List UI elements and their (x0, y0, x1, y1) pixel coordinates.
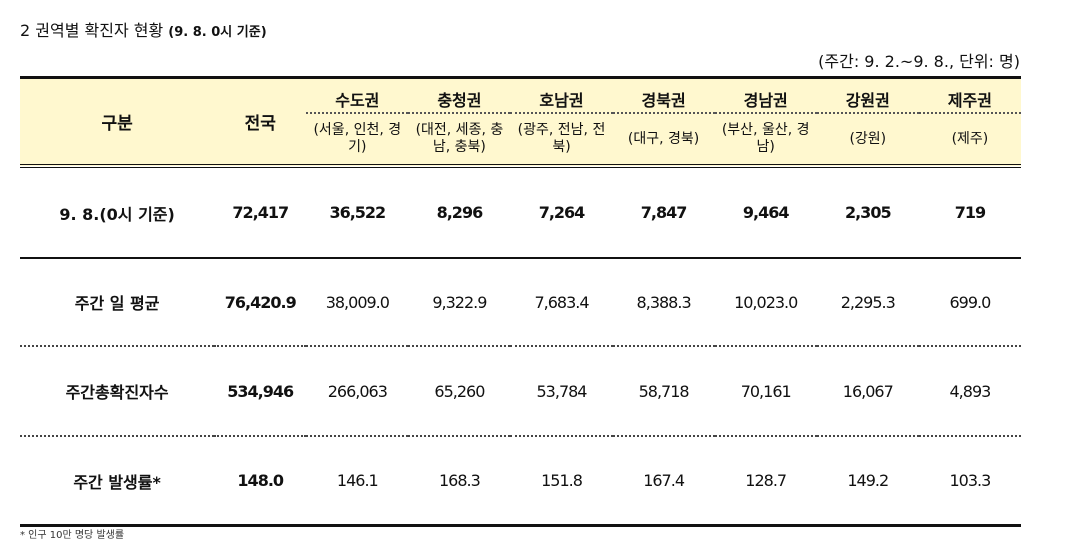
table-cell: 534,946 (214, 346, 307, 437)
table-row: 9. 8.(0시 기준) 72,417 36,522 8,296 7,264 7… (20, 166, 1021, 259)
unit-note: (주간: 9. 2.~9. 8., 단위: 명) (818, 52, 1020, 71)
table-cell: 4,893 (918, 346, 1021, 437)
header-sub-gyeongbuk: (대구, 경북) (627, 130, 700, 147)
table-cell: 167.4 (612, 436, 715, 527)
table-cell: 53,784 (510, 346, 613, 437)
table-cell: 36,522 (306, 166, 409, 259)
table-cell: 128.7 (714, 436, 817, 527)
section-title-text: 2 권역별 확진자 현황 (20, 21, 164, 40)
table-cell: 146.1 (306, 436, 409, 527)
header-sub-sudo: (서울, 인천, 경기) (313, 122, 402, 155)
section-title: 2 권역별 확진자 현황 (9. 8. 0시 기준) (20, 17, 267, 41)
row-label: 주간 발생률* (20, 436, 215, 527)
table-row: 주간 일 평균 76,420.9 38,009.0 9,322.9 7,683.… (20, 258, 1021, 347)
table-cell: 16,067 (816, 346, 919, 437)
header-region-honam: 호남권 (510, 77, 613, 114)
table-cell: 8,388.3 (612, 258, 715, 347)
header-sub-honam: (광주, 전남, 전북) (517, 122, 606, 155)
table-cell: 7,264 (510, 166, 613, 259)
table-cell: 148.0 (214, 436, 307, 527)
header-region-gyeongnam: 경남권 (714, 77, 817, 114)
header-sub-gyeongnam: (부산, 울산, 경남) (721, 122, 810, 155)
header-region-gyeongbuk: 경북권 (612, 77, 715, 114)
table-cell: 699.0 (918, 258, 1021, 347)
table-cell: 151.8 (510, 436, 613, 527)
table-cell: 70,161 (714, 346, 817, 437)
header-region-chungcheong: 충청권 (408, 77, 511, 114)
header-region-jeju: 제주권 (918, 77, 1021, 114)
table-cell: 7,847 (612, 166, 715, 259)
table-cell: 7,683.4 (510, 258, 613, 347)
regional-cases-table: 구분 전국 수도권 충청권 호남권 경북권 경남권 강원권 제주권 (서울, 인… (20, 76, 1021, 527)
row-label: 주간총확진자수 (20, 346, 215, 437)
table-cell: 58,718 (612, 346, 715, 437)
header-sub-chungcheong: (대전, 세종, 충남, 충북) (415, 122, 504, 155)
header-national: 전국 (214, 77, 307, 168)
table-cell: 168.3 (408, 436, 511, 527)
table-cell: 8,296 (408, 166, 511, 259)
table-cell: 719 (918, 166, 1021, 259)
row-label: 주간 일 평균 (20, 258, 215, 347)
table-cell: 103.3 (918, 436, 1021, 527)
footnote: * 인구 10만 명당 발생률 (20, 530, 125, 541)
table-cell: 2,295.3 (816, 258, 919, 347)
section-title-date: (9. 8. 0시 기준) (168, 25, 267, 40)
header-region-sudo: 수도권 (306, 77, 409, 114)
header-sub-jeju: (제주) (951, 130, 989, 147)
table-row: 주간총확진자수 534,946 266,063 65,260 53,784 58… (20, 346, 1021, 437)
table-cell: 9,322.9 (408, 258, 511, 347)
table-cell: 2,305 (816, 166, 919, 259)
table-cell: 9,464 (714, 166, 817, 259)
header-region-gangwon: 강원권 (816, 77, 919, 114)
table-cell: 65,260 (408, 346, 511, 437)
table-cell: 38,009.0 (306, 258, 409, 347)
header-category: 구분 (20, 77, 215, 168)
table-row: 주간 발생률* 148.0 146.1 168.3 151.8 167.4 12… (20, 436, 1021, 527)
row-label: 9. 8.(0시 기준) (20, 166, 215, 259)
table-cell: 266,063 (306, 346, 409, 437)
table-cell: 10,023.0 (714, 258, 817, 347)
header-sub-gangwon: (강원) (849, 130, 887, 147)
table-cell: 76,420.9 (214, 258, 307, 347)
table-cell: 149.2 (816, 436, 919, 527)
table-cell: 72,417 (214, 166, 307, 259)
